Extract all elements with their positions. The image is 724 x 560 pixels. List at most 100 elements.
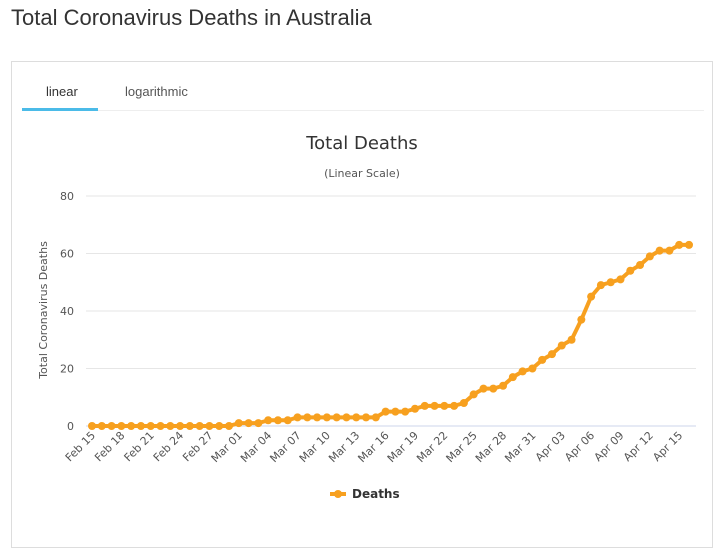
data-point[interactable] (244, 419, 253, 428)
data-point[interactable] (342, 413, 351, 422)
x-tick-label: Mar 31 (502, 429, 538, 465)
y-tick-label: 80 (60, 190, 74, 203)
y-tick-label: 0 (67, 420, 74, 433)
data-point[interactable] (626, 266, 635, 275)
active-tab-indicator (22, 108, 98, 111)
tab-logarithmic[interactable]: logarithmic (125, 84, 188, 99)
x-tick-label: Apr 15 (650, 429, 685, 464)
data-point[interactable] (146, 422, 155, 430)
data-point[interactable] (567, 335, 576, 344)
legend-label[interactable]: Deaths (352, 487, 400, 501)
data-point[interactable] (557, 341, 566, 350)
x-tick-label: Mar 04 (238, 429, 274, 465)
data-point[interactable] (117, 422, 126, 430)
data-point[interactable] (459, 399, 468, 407)
data-point[interactable] (469, 390, 478, 399)
x-tick-label: Mar 13 (326, 429, 362, 465)
data-point[interactable] (440, 401, 449, 410)
data-point[interactable] (655, 246, 664, 255)
data-point[interactable] (616, 275, 625, 284)
x-tick-label: Mar 10 (297, 429, 333, 465)
data-point[interactable] (675, 240, 684, 249)
x-tick-label: Apr 09 (592, 429, 627, 464)
data-point[interactable] (362, 413, 371, 422)
x-tick-label: Mar 01 (209, 429, 245, 465)
data-point[interactable] (225, 422, 234, 430)
data-point[interactable] (97, 422, 106, 430)
data-point[interactable] (665, 246, 674, 255)
page-title: Total Coronavirus Deaths in Australia (11, 5, 372, 30)
data-point[interactable] (185, 422, 194, 430)
legend[interactable]: Deaths (330, 487, 400, 501)
x-tick-label: Apr 12 (621, 429, 656, 464)
data-point[interactable] (587, 292, 596, 301)
data-point[interactable] (420, 401, 429, 410)
data-point[interactable] (313, 413, 322, 422)
x-tick-label: Mar 28 (473, 429, 509, 465)
data-point[interactable] (401, 407, 410, 416)
data-point[interactable] (430, 401, 439, 410)
data-point[interactable] (508, 373, 517, 382)
data-point[interactable] (391, 407, 400, 416)
x-tick-label: Apr 03 (533, 429, 568, 464)
x-tick-label: Mar 25 (444, 429, 480, 465)
y-tick-label: 40 (60, 305, 74, 318)
data-point[interactable] (205, 422, 214, 430)
data-point[interactable] (645, 252, 654, 261)
data-point[interactable] (489, 384, 498, 393)
data-point[interactable] (685, 240, 693, 249)
x-tick-label: Feb 15 (63, 429, 98, 464)
data-point[interactable] (136, 422, 145, 430)
data-point[interactable] (518, 367, 527, 376)
data-point[interactable] (450, 401, 459, 410)
data-point[interactable] (215, 422, 224, 430)
data-point[interactable] (332, 413, 341, 422)
x-tick-label: Feb 27 (180, 429, 215, 464)
chart-panel: linear logarithmic (11, 61, 713, 548)
data-point[interactable] (479, 384, 488, 393)
data-point[interactable] (303, 413, 312, 422)
data-point[interactable] (273, 416, 282, 425)
data-point[interactable] (352, 413, 361, 422)
data-point[interactable] (264, 416, 273, 425)
data-point[interactable] (156, 422, 165, 430)
data-point[interactable] (381, 407, 390, 416)
data-point[interactable] (547, 350, 556, 359)
data-point[interactable] (176, 422, 185, 430)
x-tick-label: Apr 06 (562, 429, 597, 464)
data-point[interactable] (127, 422, 136, 430)
y-tick-label: 60 (60, 248, 74, 261)
data-point[interactable] (88, 422, 96, 430)
data-point[interactable] (166, 422, 175, 430)
data-point[interactable] (636, 261, 645, 269)
data-point[interactable] (283, 416, 292, 425)
x-tick-label: Feb 24 (151, 429, 186, 464)
chart-title: Total Deaths (305, 133, 418, 154)
x-tick-label: Mar 07 (267, 429, 303, 465)
y-axis-label: Total Coronavirus Deaths (37, 241, 50, 380)
chart-subtitle: (Linear Scale) (324, 167, 400, 180)
x-tick-label: Feb 18 (92, 429, 127, 464)
legend-marker (334, 490, 342, 498)
data-point[interactable] (234, 419, 243, 428)
scale-tabs: linear logarithmic (22, 62, 704, 111)
data-point[interactable] (528, 364, 537, 373)
data-point[interactable] (410, 404, 419, 413)
series-line-deaths (90, 242, 691, 428)
data-point[interactable] (371, 413, 380, 422)
x-tick-label: Mar 19 (385, 429, 421, 465)
x-tick-label: Feb 21 (121, 429, 156, 464)
data-point[interactable] (538, 355, 547, 364)
data-point[interactable] (107, 422, 116, 430)
y-tick-label: 20 (60, 363, 74, 376)
data-point[interactable] (606, 278, 615, 287)
data-point[interactable] (195, 422, 204, 430)
tab-linear[interactable]: linear (46, 84, 78, 99)
data-point[interactable] (596, 281, 605, 290)
data-point[interactable] (322, 413, 331, 422)
data-point[interactable] (254, 419, 263, 428)
data-point[interactable] (577, 315, 586, 324)
data-point[interactable] (499, 381, 508, 390)
data-point[interactable] (293, 413, 302, 422)
